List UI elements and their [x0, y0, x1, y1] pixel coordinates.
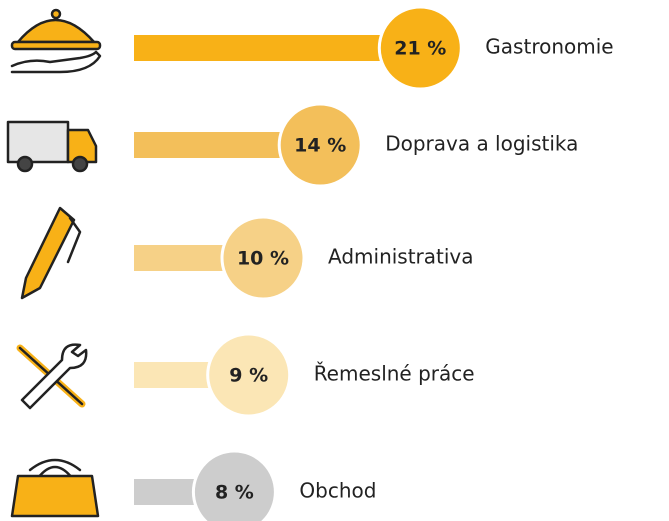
value-badge — [220, 215, 306, 301]
icon-gastronomy — [10, 8, 102, 74]
category-label: Řemeslné práce — [314, 362, 475, 386]
value-label: 9 % — [229, 365, 268, 387]
value-label: 8 % — [215, 482, 254, 504]
icon-pen — [20, 206, 82, 300]
value-label: 21 % — [394, 38, 446, 60]
value-badge — [191, 449, 277, 521]
value-badge — [377, 5, 463, 91]
value-label: 14 % — [294, 135, 346, 157]
category-label: Doprava a logistika — [385, 132, 578, 156]
value-badge — [206, 332, 292, 418]
bar — [134, 35, 421, 61]
category-label: Obchod — [299, 479, 376, 503]
value-badge — [277, 102, 363, 188]
icons — [6, 8, 102, 518]
category-label: Administrativa — [328, 245, 474, 269]
category-label: Gastronomie — [485, 35, 613, 59]
icon-truck — [6, 120, 98, 173]
value-label: 10 % — [237, 248, 289, 270]
icon-bag — [10, 458, 100, 518]
icon-tools — [16, 343, 88, 410]
